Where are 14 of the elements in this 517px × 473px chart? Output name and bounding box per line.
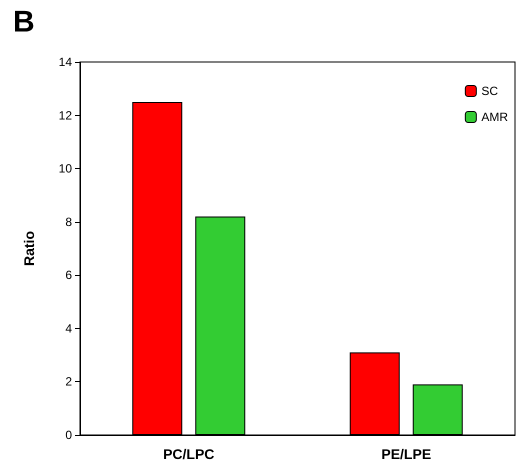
y-tick-label: 4	[65, 321, 72, 336]
legend-label: AMR	[481, 110, 508, 124]
y-tick-label: 8	[65, 214, 72, 229]
y-axis-title: Ratio	[21, 231, 37, 266]
x-tick-label: PC/LPC	[163, 446, 214, 462]
legend-label: SC	[481, 84, 498, 98]
y-tick-label: 0	[65, 428, 72, 442]
y-tick-label: 10	[58, 162, 72, 176]
chart-title: B	[13, 6, 35, 38]
x-tick-label: PE/LPE	[381, 446, 432, 462]
y-tick-label: 6	[65, 268, 72, 282]
y-tick-label: 14	[58, 55, 72, 69]
y-tick-label: 12	[58, 108, 72, 122]
y-tick-label: 2	[65, 374, 72, 389]
